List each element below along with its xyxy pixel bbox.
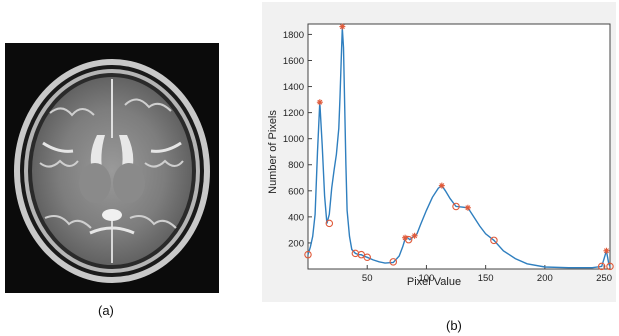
peak-marker	[438, 182, 445, 189]
x-tick-label: 150	[478, 273, 494, 284]
mri-brain-image	[5, 43, 219, 293]
peak-marker	[464, 204, 471, 211]
y-tick-label: 200	[288, 238, 304, 249]
y-tick-label: 400	[288, 212, 304, 223]
y-tick-label: 800	[288, 160, 304, 171]
valley-marker	[304, 250, 312, 259]
peak-marker	[316, 99, 323, 106]
histogram-chart: 200 400 600 800 1000 1200 1400 1600 1800 50 100 15…	[267, 23, 614, 288]
valley-marker	[452, 202, 460, 211]
histogram-panel: 200 400 600 800 1000 1200 1400 1600 1800 50 100 15…	[262, 2, 616, 302]
caption-a: (a)	[98, 303, 114, 318]
x-tick-label: 100	[419, 273, 435, 284]
y-tick-label: 600	[288, 186, 304, 197]
caption-b: (b)	[446, 318, 462, 333]
peak-marker	[411, 232, 418, 239]
valley-marker	[363, 253, 371, 262]
y-tick-label: 1000	[283, 134, 304, 145]
x-tick-label: 200	[537, 273, 553, 284]
y-tick-label: 1600	[283, 56, 304, 67]
valley-marker	[357, 250, 366, 259]
valley-marker	[325, 219, 334, 228]
y-ticks: 200 400 600 800 1000 1200 1400 1600 1800	[283, 30, 312, 249]
markers	[304, 23, 614, 271]
peak-marker	[402, 234, 409, 241]
peak-marker	[339, 23, 346, 30]
histogram-line	[307, 27, 611, 269]
valley-marker	[606, 262, 614, 271]
x-tick-label: 50	[362, 273, 373, 284]
valley-marker	[490, 236, 498, 245]
x-tick-label: 250	[596, 273, 612, 284]
x-axis-label: Pixel Value	[407, 276, 461, 288]
peak-marker	[603, 247, 610, 254]
mri-brain-illustration	[5, 43, 219, 293]
x-ticks: 50 100 150 200 250	[362, 265, 612, 284]
plot-area	[307, 23, 611, 270]
valley-marker	[389, 258, 398, 266]
y-axis-label: Number of Pixels	[267, 110, 279, 194]
valley-marker	[597, 262, 606, 271]
y-tick-label: 1200	[283, 108, 304, 119]
y-tick-label: 1800	[283, 30, 304, 41]
y-tick-label: 1400	[283, 82, 304, 93]
